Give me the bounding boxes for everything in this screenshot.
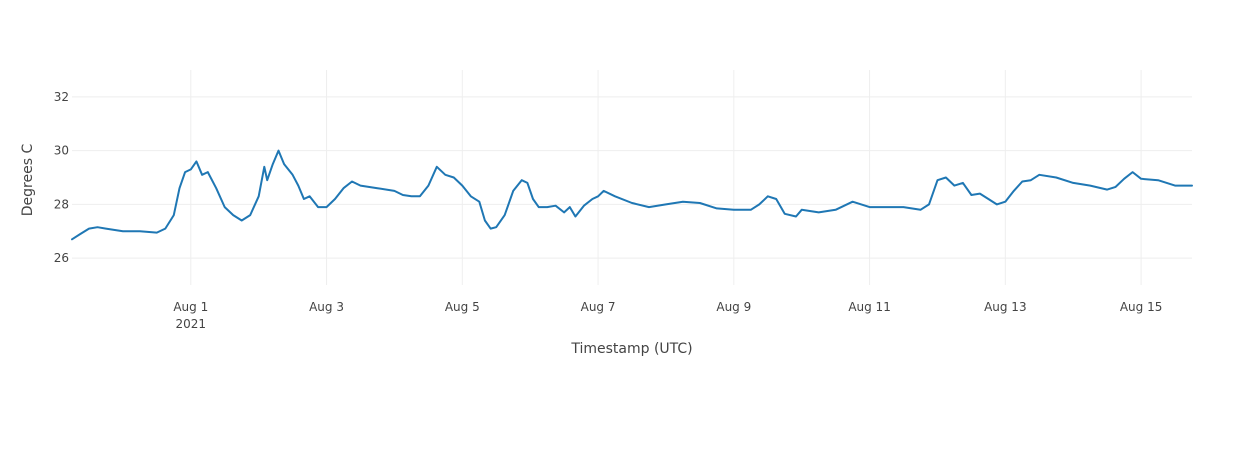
y-tick-label: 30 <box>54 144 69 158</box>
x-tick-label: Aug 13 <box>984 300 1027 314</box>
x-tick-label: Aug 11 <box>848 300 891 314</box>
tick-layer: 26 28 30 32 Aug 1 2021 Aug 3 Aug 5 Aug 7 Aug 9 Aug… <box>54 90 1163 331</box>
y-tick-label: 32 <box>54 90 69 104</box>
y-tick-label: 26 <box>54 251 69 265</box>
x-tick-label: Aug 9 <box>716 300 751 314</box>
x-tick-label: Aug 1 <box>173 300 208 314</box>
y-tick-label: 28 <box>54 197 69 211</box>
y-axis-title: Degrees C <box>20 144 36 217</box>
series-line <box>71 149 1193 241</box>
x-tick-label: Aug 7 <box>581 300 616 314</box>
x-tick-label: Aug 15 <box>1120 300 1163 314</box>
x-axis-title: Timestamp (UTC) <box>570 341 692 357</box>
x-tick-label: Aug 5 <box>445 300 480 314</box>
x-tick-label: Aug 3 <box>309 300 344 314</box>
series-layer <box>71 149 1193 241</box>
grid-layer <box>72 70 1192 285</box>
x-tick-sublabel: 2021 <box>176 317 207 331</box>
